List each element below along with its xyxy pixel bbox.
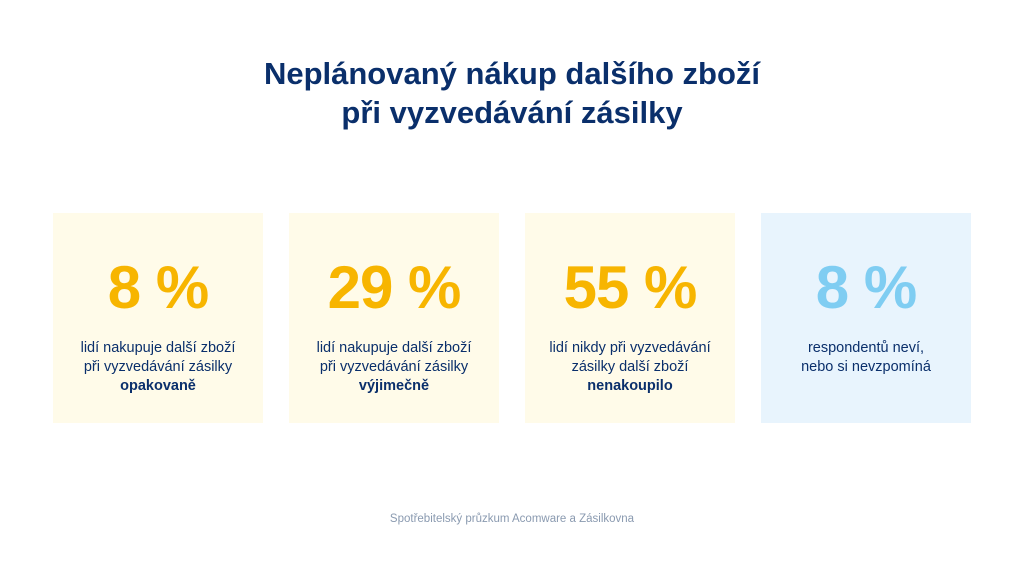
stat-value: 8 % [815,254,917,321]
stat-description-line: lidí nakupuje další zboží [316,340,472,356]
stat-card: 8 % respondentů neví, nebo si nevzpomíná [761,213,971,423]
stat-value: 55 % [563,254,698,321]
stat-description-line: lidí nikdy při vyzvedávání [549,340,711,356]
stat-description-line: při vyzvedávání zásilky [319,359,469,375]
stat-emphasis: výjimečně [358,378,430,394]
stat-description-line: respondentů neví, [807,340,925,356]
title-line-1: Neplánovaný nákup dalšího zboží [263,56,761,91]
stat-value: 8 % [107,254,209,321]
source-note: Spotřebitelský průzkum Acomware a Zásilk… [389,513,635,525]
stat-cards: 8 % lidí nakupuje další zboží při vyzvedáv… [53,213,971,423]
stat-description-line: lidí nakupuje další zboží [80,340,236,356]
stat-value: 29 % [327,254,462,321]
title-line-2: při vyzvedávání zásilky [341,95,683,130]
stat-card: 8 % lidí nakupuje další zboží při vyzvedáv… [53,213,263,423]
stat-description: lidí nakupuje další zboží při vyzvedávání… [53,339,263,396]
stat-card: 55 % lidí nikdy při vyzvedávání zásilky da… [525,213,735,423]
stat-description: lidí nakupuje další zboží při vyzvedávání… [289,339,499,396]
stat-emphasis: nenakoupilo [587,378,673,394]
page-title: Neplánovaný nákup dalšího zboží při vyzv… [0,54,1024,132]
stat-description-line: nebo si nevzpomíná [801,359,931,375]
stat-description-line: zásilky další zboží [571,359,689,375]
stat-emphasis: opakovaně [120,378,196,394]
stat-description: respondentů neví, nebo si nevzpomíná [761,339,971,377]
stat-card: 29 % lidí nakupuje další zboží při vyzvedá… [289,213,499,423]
stat-description: lidí nikdy při vyzvedávání zásilky další … [525,339,735,396]
stat-description-line: při vyzvedávání zásilky [83,359,233,375]
